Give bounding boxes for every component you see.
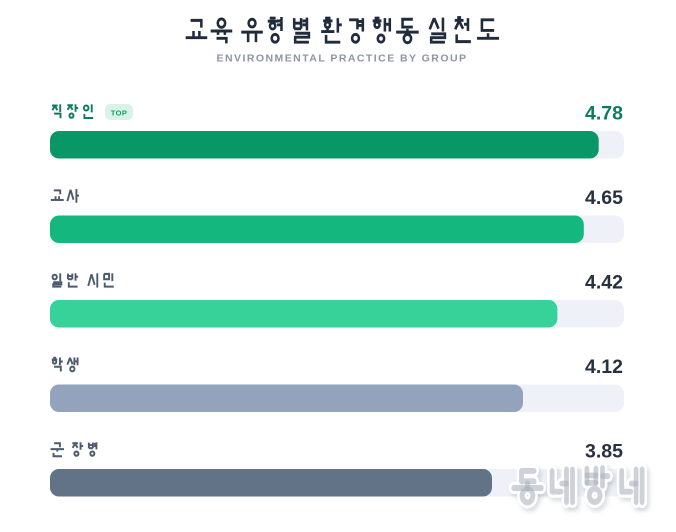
svg-text:4.65: 4.65 — [585, 187, 623, 209]
svg-text:4.12: 4.12 — [585, 356, 623, 378]
svg-text:4.42: 4.42 — [585, 272, 623, 294]
svg-text:4.78: 4.78 — [585, 103, 623, 125]
svg-text:ENVIRONMENTAL PRACTICE BY GROU: ENVIRONMENTAL PRACTICE BY GROUP — [217, 53, 468, 65]
svg-text:3.85: 3.85 — [585, 441, 623, 463]
svg-text:TOP: TOP — [111, 109, 127, 118]
